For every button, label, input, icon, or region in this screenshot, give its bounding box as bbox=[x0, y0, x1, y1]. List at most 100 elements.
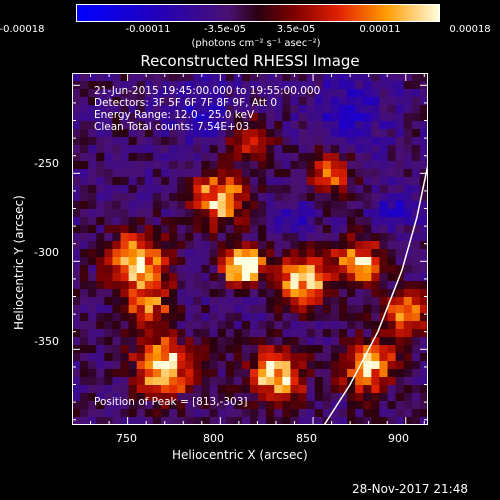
heatmap-cell bbox=[120, 217, 130, 226]
heatmap-cell bbox=[250, 369, 259, 378]
heatmap-cell bbox=[217, 193, 227, 202]
heatmap-cell bbox=[347, 161, 356, 170]
heatmap-cell bbox=[379, 305, 389, 314]
heatmap-cell bbox=[225, 353, 235, 362]
heatmap-cell bbox=[274, 393, 283, 402]
heatmap-cell bbox=[209, 73, 219, 82]
heatmap-cell bbox=[363, 153, 372, 162]
heatmap-cell bbox=[201, 289, 211, 298]
heatmap-cell bbox=[266, 257, 275, 266]
heatmap-cell bbox=[120, 345, 130, 354]
heatmap-cell bbox=[387, 177, 397, 186]
heatmap-cell bbox=[258, 321, 267, 330]
heatmap-cell bbox=[330, 417, 340, 425]
heatmap-cell bbox=[193, 369, 203, 378]
heatmap-cell bbox=[395, 97, 405, 106]
heatmap-cell bbox=[250, 401, 259, 410]
heatmap-cell bbox=[128, 73, 138, 82]
heatmap-cell bbox=[411, 185, 421, 194]
heatmap-cell bbox=[96, 409, 105, 418]
colorbar-tick-label: -3.5e-05 bbox=[204, 24, 246, 35]
heatmap-cell bbox=[298, 161, 308, 170]
heatmap-cell bbox=[314, 89, 324, 98]
heatmap-cell bbox=[322, 281, 332, 290]
heatmap-cell bbox=[411, 97, 421, 106]
heatmap-cell bbox=[379, 105, 389, 114]
heatmap-cell bbox=[250, 129, 259, 138]
heatmap-cell bbox=[225, 113, 235, 122]
heatmap-cell bbox=[282, 385, 292, 394]
heatmap-cell bbox=[306, 401, 316, 410]
heatmap-cell bbox=[152, 257, 162, 266]
heatmap-cell bbox=[112, 401, 122, 410]
heatmap-cell bbox=[80, 281, 89, 290]
heatmap-cell bbox=[120, 113, 130, 122]
heatmap-cell bbox=[217, 281, 227, 290]
heatmap-cell bbox=[419, 289, 428, 298]
heatmap-cell bbox=[193, 185, 203, 194]
heatmap-cell bbox=[112, 153, 122, 162]
heatmap-cell bbox=[322, 297, 332, 306]
heatmap-cell bbox=[266, 385, 275, 394]
heatmap-cell bbox=[250, 257, 259, 266]
heatmap-cell bbox=[379, 145, 389, 154]
heatmap-cell bbox=[209, 337, 219, 346]
heatmap-cell bbox=[96, 345, 105, 354]
heatmap-cell bbox=[274, 337, 283, 346]
heatmap-cell bbox=[112, 337, 122, 346]
heatmap-cell bbox=[169, 321, 178, 330]
heatmap-cell bbox=[419, 201, 428, 210]
heatmap-cell bbox=[250, 329, 259, 338]
heatmap-cell bbox=[241, 361, 251, 370]
heatmap-cell bbox=[112, 289, 122, 298]
heatmap-cell bbox=[314, 265, 324, 274]
heatmap-cell bbox=[233, 193, 243, 202]
heatmap-cell bbox=[104, 209, 114, 218]
heatmap-cell bbox=[274, 297, 283, 306]
heatmap-cell bbox=[306, 89, 316, 98]
heatmap-cell bbox=[347, 345, 356, 354]
heatmap-cell bbox=[152, 129, 162, 138]
heatmap-cell bbox=[185, 97, 194, 106]
heatmap-cell bbox=[144, 353, 154, 362]
heatmap-cell bbox=[290, 401, 300, 410]
heatmap-cell bbox=[395, 185, 405, 194]
heatmap-cell bbox=[128, 345, 138, 354]
heatmap-cell bbox=[225, 401, 235, 410]
heatmap-cell bbox=[144, 249, 154, 258]
heatmap-cell bbox=[322, 129, 332, 138]
heatmap-cell bbox=[363, 177, 372, 186]
heatmap-cell bbox=[290, 321, 300, 330]
heatmap-cell bbox=[80, 105, 89, 114]
heatmap-cell bbox=[274, 265, 283, 274]
heatmap-cell bbox=[330, 281, 340, 290]
heatmap-cell bbox=[298, 193, 308, 202]
heatmap-cell bbox=[136, 113, 146, 122]
heatmap-cell bbox=[322, 305, 332, 314]
heatmap-cell bbox=[80, 337, 89, 346]
heatmap-cell bbox=[371, 273, 381, 282]
heatmap-cell bbox=[161, 185, 170, 194]
heatmap-cell bbox=[209, 121, 219, 130]
heatmap-cell bbox=[217, 273, 227, 282]
heatmap-cell bbox=[177, 177, 186, 186]
heatmap-cell bbox=[339, 401, 348, 410]
heatmap-cell bbox=[217, 257, 227, 266]
heatmap-cell bbox=[258, 409, 267, 418]
heatmap-cell bbox=[169, 217, 178, 226]
heatmap-cell bbox=[322, 193, 332, 202]
heatmap-cell bbox=[266, 409, 275, 418]
heatmap-cell bbox=[88, 89, 97, 98]
heatmap-cell bbox=[120, 417, 130, 425]
heatmap-cell bbox=[241, 241, 251, 250]
heatmap-cell bbox=[363, 121, 372, 130]
heatmap-cell bbox=[144, 137, 154, 146]
heatmap-cell bbox=[144, 193, 154, 202]
colorbar-tick-label: -0.00011 bbox=[125, 24, 171, 35]
heatmap-cell bbox=[266, 281, 275, 290]
heatmap-cell bbox=[185, 321, 194, 330]
heatmap-cell bbox=[209, 257, 219, 266]
heatmap-cell bbox=[347, 249, 356, 258]
heatmap-cell bbox=[241, 273, 251, 282]
heatmap-cell bbox=[96, 185, 105, 194]
